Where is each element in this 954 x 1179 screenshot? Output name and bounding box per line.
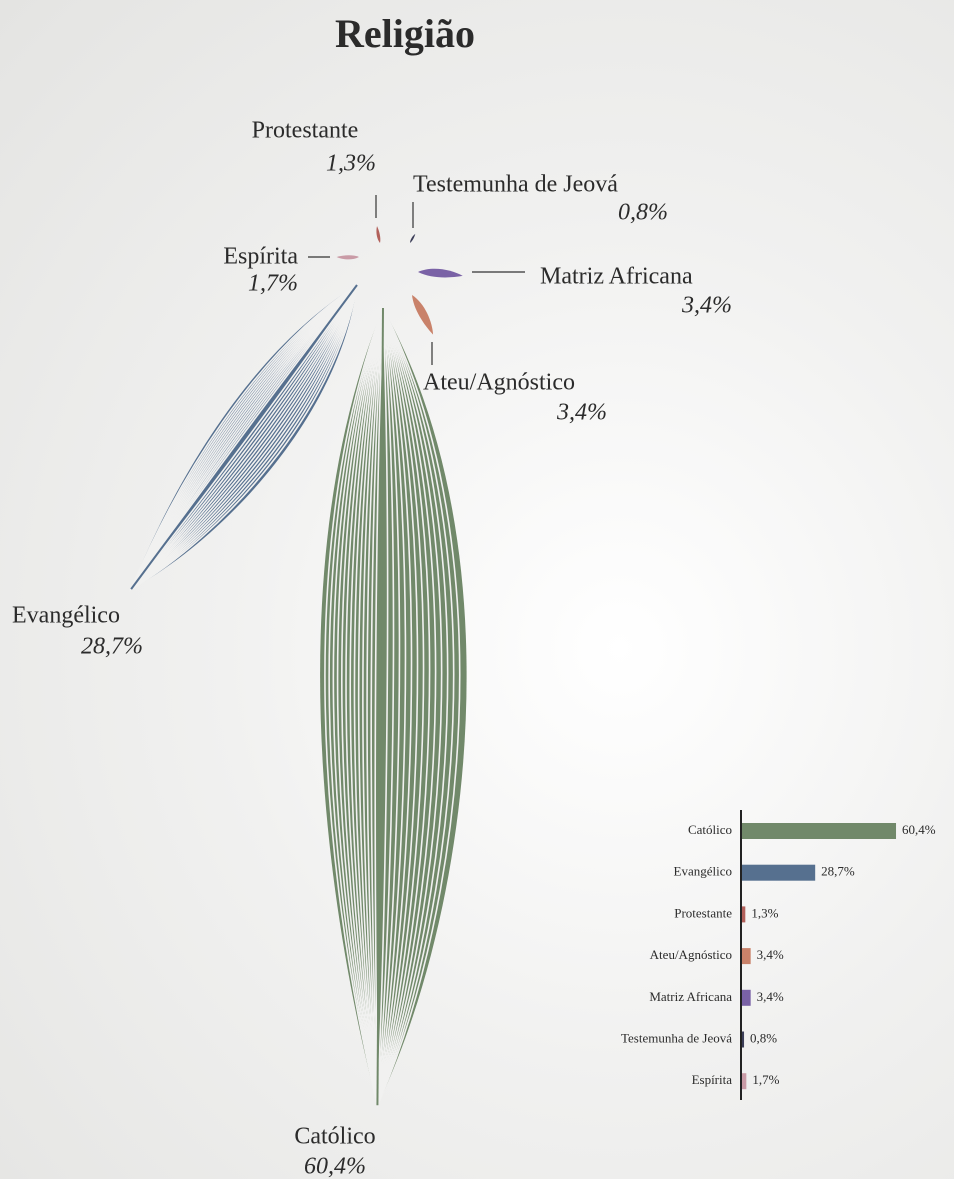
bar-value-label: 1,3% (751, 905, 778, 920)
bar (742, 989, 751, 1006)
leaf (410, 233, 416, 243)
bar-category-label: Ateu/Agnóstico (650, 947, 732, 962)
bar-category-label: Evangélico (674, 864, 732, 879)
leaf-shape (336, 255, 359, 260)
bar (742, 948, 751, 965)
leaf-shape (376, 226, 381, 243)
leaf-vein (130, 284, 358, 590)
leaf-value-label: 3,4% (681, 293, 732, 319)
leaf-value-label: 3,4% (556, 400, 607, 426)
leaf (320, 304, 467, 1109)
bar-value-label: 28,7% (821, 864, 855, 879)
bar-value-label: 3,4% (757, 947, 784, 962)
leaf-category-label: Espírita (223, 244, 298, 270)
leaf-shape (410, 233, 416, 243)
bar (742, 906, 746, 923)
leaf-category-label: Ateu/Agnóstico (423, 370, 575, 396)
bar-value-label: 1,7% (752, 1072, 779, 1087)
leaf (336, 255, 359, 260)
leaf-shape (412, 295, 434, 335)
leaf (418, 268, 463, 278)
leaf (412, 295, 434, 335)
leaf-category-label: Evangélico (12, 603, 120, 629)
bar (742, 1031, 745, 1048)
leaf-value-label: 0,8% (618, 200, 668, 226)
bar-category-label: Testemunha de Jeová (621, 1030, 732, 1045)
leaf-category-label: Protestante (252, 118, 359, 144)
leaf-shape (418, 268, 463, 278)
bar-value-label: 3,4% (757, 989, 784, 1004)
bar (742, 864, 816, 881)
bar-category-label: Católico (688, 822, 732, 837)
bar-value-label: 60,4% (902, 822, 936, 837)
bar-category-label: Protestante (674, 905, 732, 920)
leaf-category-label: Testemunha de Jeová (413, 172, 618, 198)
leaf-midrib (376, 307, 384, 1106)
leaf-category-label: Católico (294, 1124, 375, 1150)
bar (742, 1073, 747, 1090)
chart-title: Religião (335, 11, 475, 56)
leaf-value-label: 1,7% (248, 271, 298, 297)
bar (742, 823, 897, 839)
bar-value-label: 0,8% (750, 1030, 777, 1045)
leaf-value-label: 28,7% (81, 634, 143, 660)
leaf (376, 226, 381, 243)
leaf-category-label: Matriz Africana (540, 264, 693, 290)
leaf-value-label: 60,4% (304, 1154, 366, 1179)
leaf-midrib (130, 284, 358, 590)
bar-category-label: Espírita (692, 1072, 733, 1087)
leaf (129, 282, 359, 592)
leaf-value-label: 1,3% (326, 151, 376, 177)
bar-category-label: Matriz Africana (649, 989, 732, 1004)
